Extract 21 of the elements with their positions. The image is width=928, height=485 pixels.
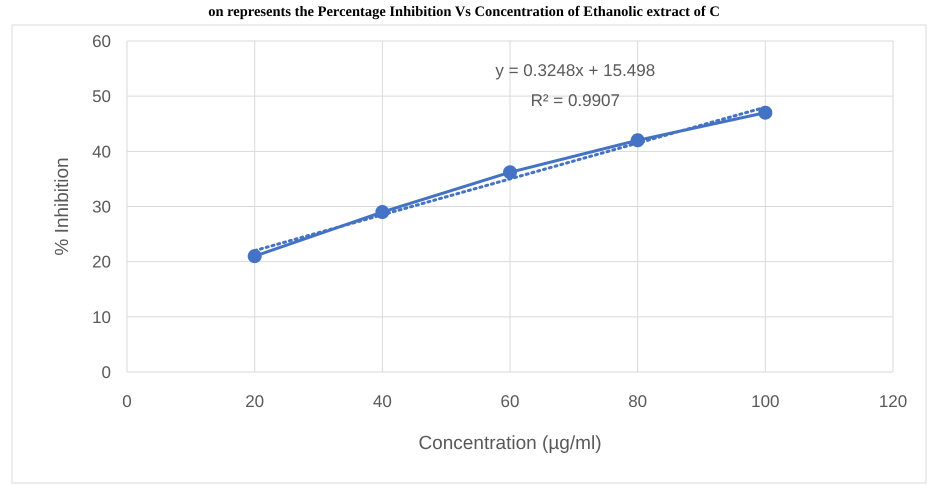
x-tick-label: 120 <box>878 392 908 411</box>
y-tick-label: 30 <box>92 198 111 216</box>
x-tick-label: 80 <box>628 392 648 411</box>
x-axis-title: Concentration (µg/ml) <box>418 433 602 454</box>
chart-title: on represents the Percentage Inhibition Vs Concentration of Ethanolic extract of C <box>208 4 720 20</box>
y-tick-label: 40 <box>92 142 111 162</box>
x-tick-label: 60 <box>500 392 520 411</box>
y-tick-label: 20 <box>92 252 111 272</box>
annotation: R² = 0.9907 <box>530 91 620 110</box>
y-tick-label: 60 <box>92 32 111 51</box>
x-tick-label: 100 <box>751 392 780 411</box>
x-tick-label: 20 <box>245 392 264 411</box>
y-tick-label: 50 <box>92 87 111 106</box>
y-tick-label: 10 <box>92 308 111 327</box>
x-tick-label: 0 <box>122 392 132 411</box>
annotation: y = 0.3248x + 15.498 <box>495 61 656 80</box>
y-axis-title: % Inhibition <box>52 157 73 256</box>
y-tick-label: 0 <box>102 363 111 382</box>
point <box>248 249 262 264</box>
point <box>503 165 517 180</box>
x-tick-label: 40 <box>372 392 392 411</box>
